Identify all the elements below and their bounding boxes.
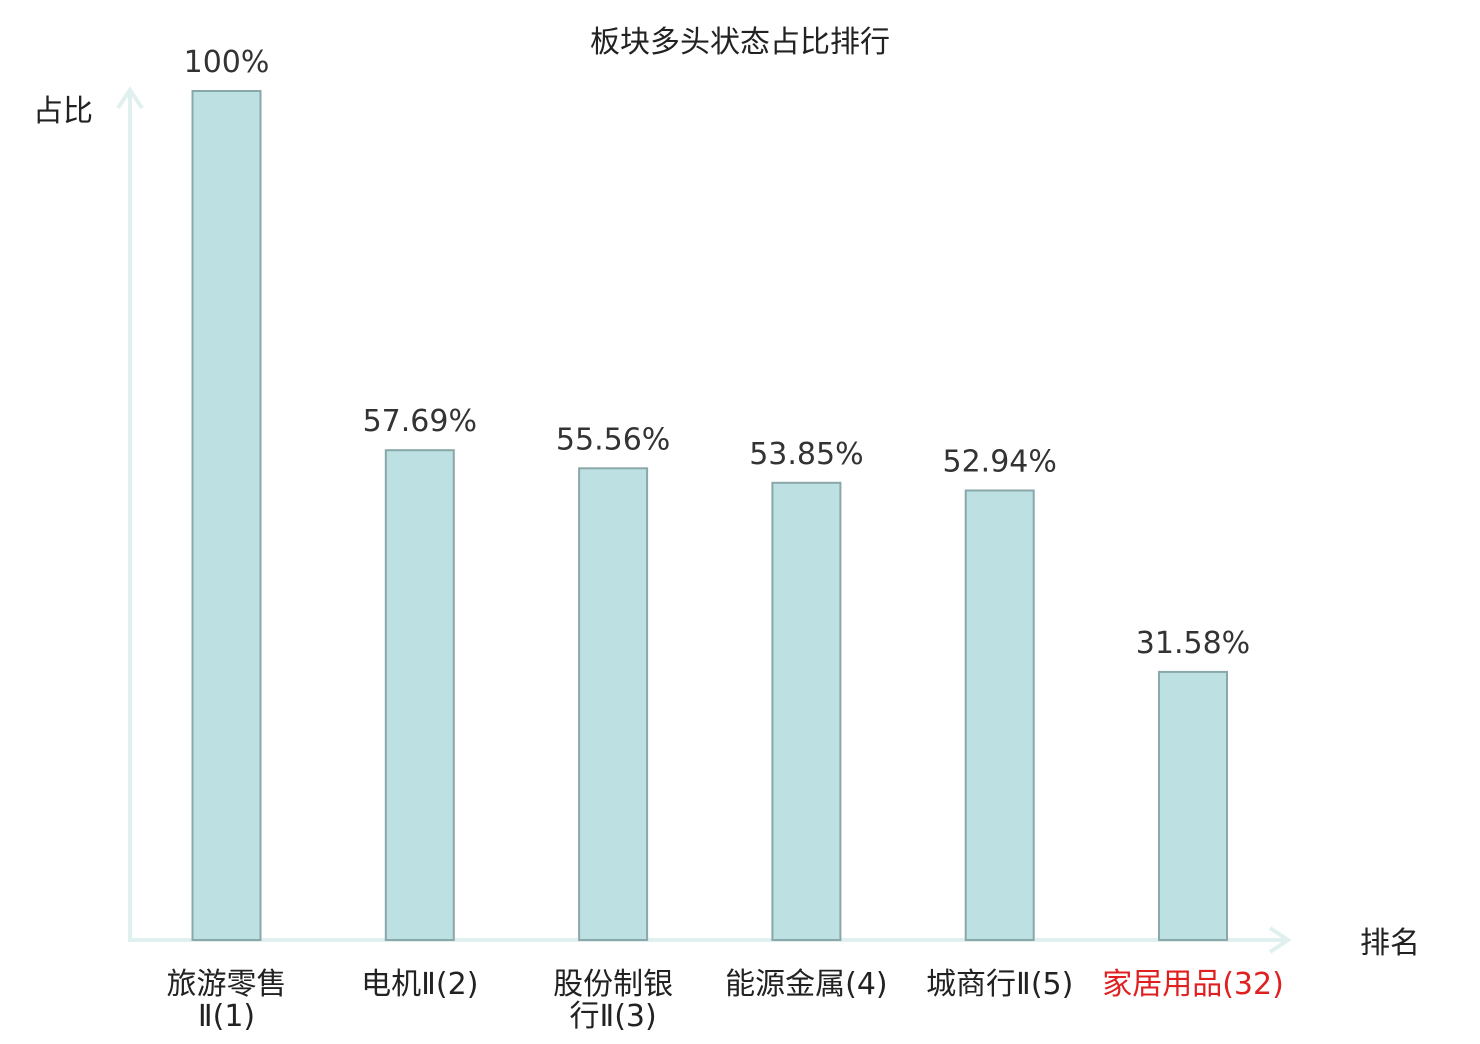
x-tick-label: 电机Ⅱ(2) [361,967,478,1002]
bar-value-label: 31.58% [1136,626,1250,661]
bar [386,450,454,940]
bar-value-label: 55.56% [556,422,670,457]
x-tick-label: 家居用品(32) [1102,967,1284,1002]
bar-value-label: 100% [184,45,270,80]
bar-value-label: 52.94% [943,445,1057,480]
bar [772,483,840,940]
bar [579,468,647,940]
x-tick-label: 能源金属(4) [725,967,888,1002]
bars [193,91,1228,940]
bar [193,91,261,940]
bar-value-label: 53.85% [749,437,863,472]
x-axis-label: 排名 [1360,926,1420,961]
bar [1159,672,1227,940]
x-tick-label: Ⅱ(1) [198,999,255,1034]
x-tick-label: 股份制银 [553,967,673,1002]
x-tick-label: 行Ⅱ(3) [569,999,656,1034]
value-labels: 100% 57.69% 55.56% 53.85% 52.94% 31.58% [184,45,1251,661]
x-tick-label: 城商行Ⅱ(5) [926,967,1073,1002]
x-tick-label: 旅游零售 [167,967,287,1002]
y-axis-label: 占比 [33,94,93,129]
bar-value-label: 57.69% [363,404,477,439]
chart-title: 板块多头状态占比排行 [590,25,890,60]
axes [118,90,1288,952]
bar [966,491,1034,941]
